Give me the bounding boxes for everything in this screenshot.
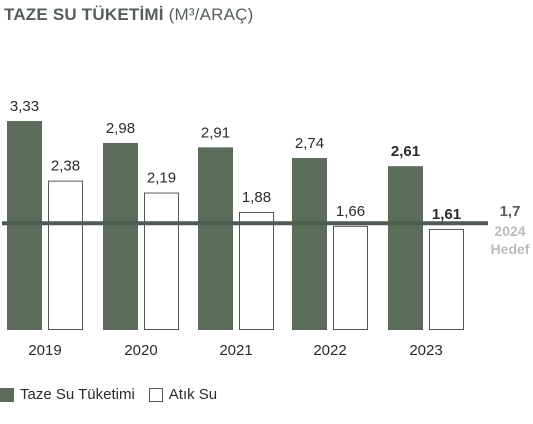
waste-bar-2020 bbox=[144, 192, 179, 330]
fresh-bar-2021 bbox=[198, 147, 233, 330]
fresh-bar-2019 bbox=[7, 121, 42, 330]
legend-label-fresh: Taze Su Tüketimi bbox=[20, 386, 135, 403]
chart-title-main: TAZE SU TÜKETİMİ bbox=[4, 5, 164, 24]
year-label-2019: 2019 bbox=[28, 342, 61, 359]
fresh-bar-2020 bbox=[103, 142, 138, 330]
fresh-value-label-2023: 2,61 bbox=[391, 143, 420, 160]
legend-item-fresh: Taze Su Tüketimi bbox=[0, 386, 135, 403]
target-caption-label: Hedef bbox=[491, 241, 530, 257]
fresh-bar-2023 bbox=[388, 166, 423, 330]
fresh-value-label-2022: 2,74 bbox=[295, 135, 324, 152]
legend-swatch-waste bbox=[148, 387, 163, 402]
waste-value-label-2019: 2,38 bbox=[51, 158, 80, 175]
waste-value-label-2022: 1,66 bbox=[336, 203, 365, 220]
waste-value-label-2020: 2,19 bbox=[147, 170, 176, 187]
year-label-2021: 2021 bbox=[219, 342, 252, 359]
waste-value-label-2023: 1,61 bbox=[432, 206, 461, 223]
legend-swatch-fresh bbox=[0, 387, 14, 402]
fresh-value-label-2020: 2,98 bbox=[106, 120, 135, 137]
fresh-bar-2022 bbox=[292, 158, 327, 330]
waste-bar-2023 bbox=[429, 228, 464, 330]
year-label-2022: 2022 bbox=[313, 342, 346, 359]
target-value-label: 1,7 bbox=[500, 203, 521, 220]
target-year-label: 2024 bbox=[494, 223, 525, 239]
chart-title: TAZE SU TÜKETİMİ (M³/ARAÇ) bbox=[4, 5, 254, 25]
legend-label-waste: Atık Su bbox=[168, 386, 218, 403]
year-label-2023: 2023 bbox=[409, 342, 442, 359]
waste-value-label-2021: 1,88 bbox=[242, 189, 271, 206]
waste-bar-2019 bbox=[48, 180, 83, 330]
waste-bar-2022 bbox=[333, 225, 368, 330]
legend: Taze Su Tüketimi Atık Su bbox=[0, 386, 231, 403]
chart-title-unit: (M³/ARAÇ) bbox=[168, 5, 254, 24]
fresh-value-label-2019: 3,33 bbox=[10, 98, 39, 115]
legend-item-waste: Atık Su bbox=[148, 386, 218, 403]
fresh-value-label-2021: 2,91 bbox=[201, 124, 230, 141]
year-label-2020: 2020 bbox=[124, 342, 157, 359]
waste-bar-2021 bbox=[239, 212, 274, 331]
